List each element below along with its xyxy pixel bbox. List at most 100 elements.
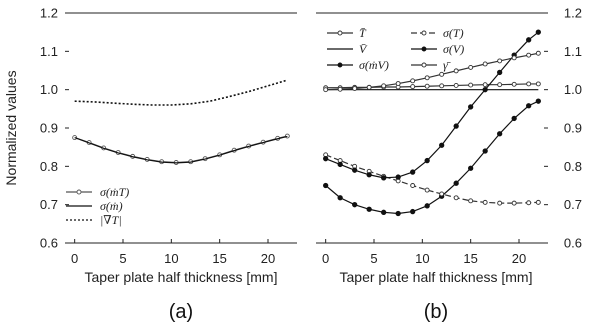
panel-b-series-0-point [424,83,430,89]
panel-a-legend-label-1: σ(ṁ) [100,199,123,213]
panel-b-series-3-point [439,191,445,197]
panel-a-x-tick-label: 0 [71,251,78,266]
panel-b-legend-label-0: T̄ [359,26,367,40]
panel-b-series-2-point [323,182,329,189]
panel-a-y-tick-label: 0.8 [40,159,58,174]
panel-b-series-0-point [468,82,474,88]
panel-a-legend-marker-0 [76,189,82,195]
panel-b-series-4-point [410,169,416,175]
panel-b-legend-marker-0 [337,30,343,36]
panel-b-y-tick-label: 0.8 [564,159,582,174]
panel-b-x-tick-label: 10 [415,251,429,266]
panel-b-series-5-point [410,78,416,84]
panel-b-series-4-point [381,175,387,181]
panel-a-label: (a) [169,301,193,323]
panel-b-series-2-point [482,148,488,154]
panel-b-series-4-point [453,123,459,129]
panel-b-legend-label-3: σ(T) [443,26,464,40]
panel-b-series-3-point [482,199,488,205]
panel-b-series-2-point [352,202,358,208]
panel-b-series-3-point [526,200,532,206]
panel-b-series-3-point [468,198,474,204]
panel-b-series [323,29,541,217]
panel-b-x-tick-label: 20 [512,251,526,266]
panel-b-series-2-point [424,203,430,209]
panel-b-legend-label-2: σ(ṁV) [359,58,389,72]
panel-b-series-0-point [410,84,416,90]
panel-b-series-5-point [439,71,445,77]
panel-a-series-line-2 [74,79,288,106]
panel-b-series-5-point [395,81,401,86]
panel-b-y-ticks: 0.6 0.7 0.8 0.9 1.0 1.1 1.2 [544,6,582,251]
panel-b-series-4-point [323,156,329,162]
panel-b-series-5-point [323,87,329,93]
panel-b-series-2-point [410,208,416,215]
panel-a-y-tick-label: 0.6 [40,236,58,251]
panel-a-x-tick-label: 10 [164,251,178,266]
panel-b-x-tick-label: 0 [322,251,329,266]
panel-b-series-2-point [535,98,541,104]
panel-b-series-5-point [453,68,459,74]
panel-a-series-0-point [284,133,290,139]
panel-b-series-5-point [352,86,358,91]
panel-b-series-2-point [395,210,401,217]
panel-b-y-tick-label: 0.6 [564,236,582,251]
panel-b-series-line-3 [325,154,539,204]
panel-a-legend-label-2: |∇T| [100,213,122,227]
panel-b-series-5-point [526,52,532,58]
panel-a-x-axis-title: Taper plate half thickness [mm] [85,269,278,285]
panel-b-series-4-point [424,157,430,164]
panel-b-x-axis-title: Taper plate half thickness [mm] [340,269,533,285]
panel-b: 0.6 0.7 0.8 0.9 1.0 1.1 1.2 0 5 10 15 20 Taper pla… [316,6,582,323]
panel-b-series-5-point [511,55,517,61]
panel-b-series-3-point [511,200,517,206]
panel-a-y-ticks: 0.6 0.7 0.8 0.9 1.0 1.1 1.2 [40,6,69,251]
panel-b-series-4-point [337,161,343,168]
panel-b-series-4-point [526,37,532,43]
panel-b-x-tick-label: 5 [370,251,377,266]
panel-a: 0.6 0.7 0.8 0.9 1.0 1.1 1.2 0 5 10 15 20 Normalize… [3,6,297,323]
panel-a-legend: σ(ṁT)σ(ṁ)|∇T| [66,185,129,227]
panel-b-legend-marker-4 [421,46,427,52]
panel-a-series [72,79,290,165]
panel-b-series-0-point [535,81,541,87]
panel-b-series-5-point [497,58,503,64]
panel-b-series-line-2 [325,100,539,215]
panel-b-series-0-point [497,82,503,88]
panel-a-series-line-1 [74,135,288,164]
panel-b-series-5-point [366,84,372,90]
panel-b-series-3-point [424,187,430,193]
panel-b-series-2-point [511,115,517,122]
panel-a-y-tick-label: 1.0 [40,82,58,97]
panel-b-y-tick-label: 1.0 [564,82,582,97]
panel-b-series-2-point [381,209,387,215]
panel-b-y-tick-label: 0.9 [564,121,582,136]
panel-b-legend-label-5: γ̄ [443,58,451,72]
panel-b-series-3-point [497,200,503,206]
panel-b-series-4-point [497,69,503,76]
panel-b-x-ticks: 0 5 10 15 20 [322,239,526,266]
panel-b-x-tick-label: 15 [463,251,477,266]
panel-b-legend-label-4: σ(V) [443,42,464,56]
panel-b-legend-marker-3 [421,30,427,36]
panel-b-series-2-point [366,206,372,212]
panel-a-x-tick-label: 5 [119,251,126,266]
panel-a-y-axis-title: Normalized values [3,70,19,185]
panel-b-series-4-point [352,167,358,173]
panel-a-x-ticks: 0 5 10 15 20 [71,239,275,266]
panel-b-series-5-point [337,86,343,92]
panel-b-series-5-point [468,64,474,70]
panel-b-label: (b) [424,301,448,323]
panel-b-legend-label-1: V̄ [359,42,368,56]
panel-b-legend: T̄ V̄ σ(ṁV) σ(T) σ(V) γ̄ [327,26,464,72]
panel-b-series-line-0 [325,83,539,89]
panel-b-series-0-point [482,82,488,88]
panel-a-y-tick-label: 1.1 [40,44,58,59]
panel-b-series-4-point [439,142,445,148]
panel-a-x-tick-label: 15 [212,251,226,266]
panel-b-y-tick-label: 0.7 [564,197,582,212]
panel-b-legend-marker-2 [337,62,343,68]
panel-b-series-line-5 [325,52,539,91]
panel-b-series-3-point [535,199,541,205]
panel-b-series-5-point [482,61,488,67]
